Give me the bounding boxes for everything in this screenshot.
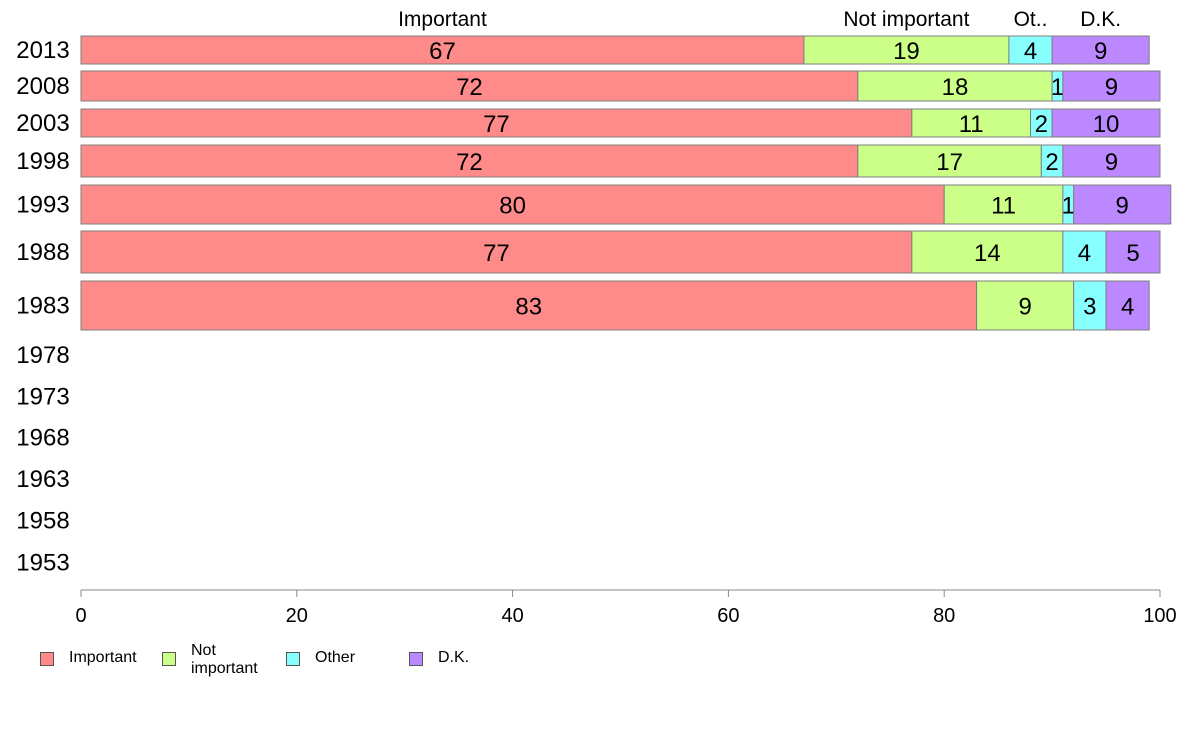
bar-1988-3 bbox=[1105, 230, 1161, 274]
legend-swatch-dk bbox=[409, 652, 423, 666]
category-label-1983: 1983 bbox=[16, 293, 69, 320]
bar-2003-0 bbox=[80, 108, 913, 138]
bar-1983-3 bbox=[1105, 280, 1150, 331]
bar-value-label-2008-1: 18 bbox=[942, 74, 969, 101]
bar-1998-3 bbox=[1062, 144, 1161, 178]
category-label-2013: 2013 bbox=[16, 37, 69, 64]
bar-value-label-2008-3: 9 bbox=[1105, 74, 1118, 101]
bar-1993-0 bbox=[80, 184, 945, 225]
bar-value-label-1988-3: 5 bbox=[1126, 240, 1139, 267]
bar-value-label-1998-2: 2 bbox=[1045, 149, 1058, 176]
bar-value-label-1988-1: 14 bbox=[974, 240, 1001, 267]
category-label-2003: 2003 bbox=[16, 110, 69, 137]
bar-value-label-1998-0: 72 bbox=[456, 149, 483, 176]
category-label-1988: 1988 bbox=[16, 239, 69, 266]
top-series-labels: Important Not important Ot.. D.K. bbox=[398, 8, 1121, 31]
legend: Important Not important Other D.K. bbox=[40, 640, 560, 690]
bar-value-label-2003-0: 77 bbox=[483, 111, 510, 138]
legend-label-other: Other bbox=[315, 649, 356, 666]
bar-2003-1 bbox=[911, 108, 1032, 138]
bar-value-label-1993-0: 80 bbox=[499, 193, 526, 220]
x-tick-label-40: 40 bbox=[501, 605, 523, 627]
x-tick-label-60: 60 bbox=[717, 605, 739, 627]
bar-value-label-1998-3: 9 bbox=[1105, 149, 1118, 176]
top-series-label-2: Ot.. bbox=[1014, 8, 1048, 31]
bar-value-label-1983-1: 9 bbox=[1018, 294, 1031, 321]
x-tick-label-100: 100 bbox=[1143, 605, 1176, 627]
bar-value-label-2008-2: 1 bbox=[1051, 74, 1064, 101]
bar-value-label-2013-0: 67 bbox=[429, 38, 456, 65]
top-series-label-3: D.K. bbox=[1080, 8, 1121, 31]
bar-value-label-1983-0: 83 bbox=[515, 294, 542, 321]
legend-swatch-important bbox=[40, 652, 54, 666]
bar-value-label-2003-3: 10 bbox=[1093, 111, 1120, 138]
category-label-1993: 1993 bbox=[16, 192, 69, 219]
bar-value-label-1993-3: 9 bbox=[1116, 193, 1129, 220]
top-series-label-1: Not important bbox=[843, 8, 969, 31]
bar-value-label-1993-2: 1 bbox=[1062, 193, 1075, 220]
bar-value-label-1983-2: 3 bbox=[1083, 294, 1096, 321]
bar-value-label-2003-2: 2 bbox=[1035, 111, 1048, 138]
bar-1993-3 bbox=[1073, 184, 1172, 225]
x-tick-label-80: 80 bbox=[933, 605, 955, 627]
bar-value-label-2013-3: 9 bbox=[1094, 38, 1107, 65]
bar-2003-3 bbox=[1051, 108, 1161, 138]
bar-value-label-2013-2: 4 bbox=[1024, 38, 1037, 65]
bar-2008-0 bbox=[80, 70, 859, 102]
legend-swatch-not-important bbox=[162, 652, 176, 666]
x-tick-label-0: 0 bbox=[75, 605, 86, 627]
bar-1988-1 bbox=[911, 230, 1064, 274]
category-label-1953: 1953 bbox=[16, 550, 69, 577]
bar-1988-0 bbox=[80, 230, 913, 274]
top-series-label-0: Important bbox=[398, 8, 487, 31]
bar-1983-0 bbox=[80, 280, 978, 331]
bar-1983-2 bbox=[1073, 280, 1107, 331]
bar-2013-1 bbox=[803, 35, 1010, 65]
bar-value-label-1988-0: 77 bbox=[483, 240, 510, 267]
bar-value-label-1988-2: 4 bbox=[1078, 240, 1091, 267]
legend-label-not-important: Not important bbox=[191, 642, 258, 677]
bar-1983-1 bbox=[976, 280, 1075, 331]
bar-2008-1 bbox=[857, 70, 1053, 102]
bar-value-label-2003-1: 11 bbox=[959, 111, 984, 138]
legend-label-dk: D.K. bbox=[438, 649, 470, 666]
bar-value-label-1983-3: 4 bbox=[1121, 294, 1134, 321]
bar-2013-0 bbox=[80, 35, 805, 65]
category-label-2008: 2008 bbox=[16, 73, 69, 100]
bar-value-label-1998-1: 17 bbox=[936, 149, 963, 176]
category-label-1978: 1978 bbox=[16, 342, 69, 369]
legend-label-important: Important bbox=[69, 649, 137, 666]
x-tick-label-20: 20 bbox=[286, 605, 308, 627]
x-axis: 0 20 40 60 80 100 bbox=[75, 589, 1177, 627]
category-label-1958: 1958 bbox=[16, 508, 69, 535]
bar-2013-2 bbox=[1008, 35, 1053, 65]
bar-1998-1 bbox=[857, 144, 1042, 178]
bar-value-label-2008-0: 72 bbox=[456, 74, 483, 101]
bar-1988-2 bbox=[1062, 230, 1107, 274]
bar-2008-3 bbox=[1062, 70, 1161, 102]
category-label-1963: 1963 bbox=[16, 466, 69, 493]
bar-1998-0 bbox=[80, 144, 859, 178]
bar-value-label-2013-1: 19 bbox=[893, 38, 920, 65]
bar-2013-3 bbox=[1051, 35, 1150, 65]
category-label-1998: 1998 bbox=[16, 148, 69, 175]
category-label-1973: 1973 bbox=[16, 384, 69, 411]
bar-1993-1 bbox=[943, 184, 1064, 225]
category-label-1968: 1968 bbox=[16, 425, 69, 452]
legend-swatch-other bbox=[286, 652, 300, 666]
category-labels: 2013 2008 2003 1998 1993 1988 1983 1978 1973 1968… bbox=[16, 37, 69, 577]
bar-value-label-1993-1: 11 bbox=[991, 193, 1016, 220]
